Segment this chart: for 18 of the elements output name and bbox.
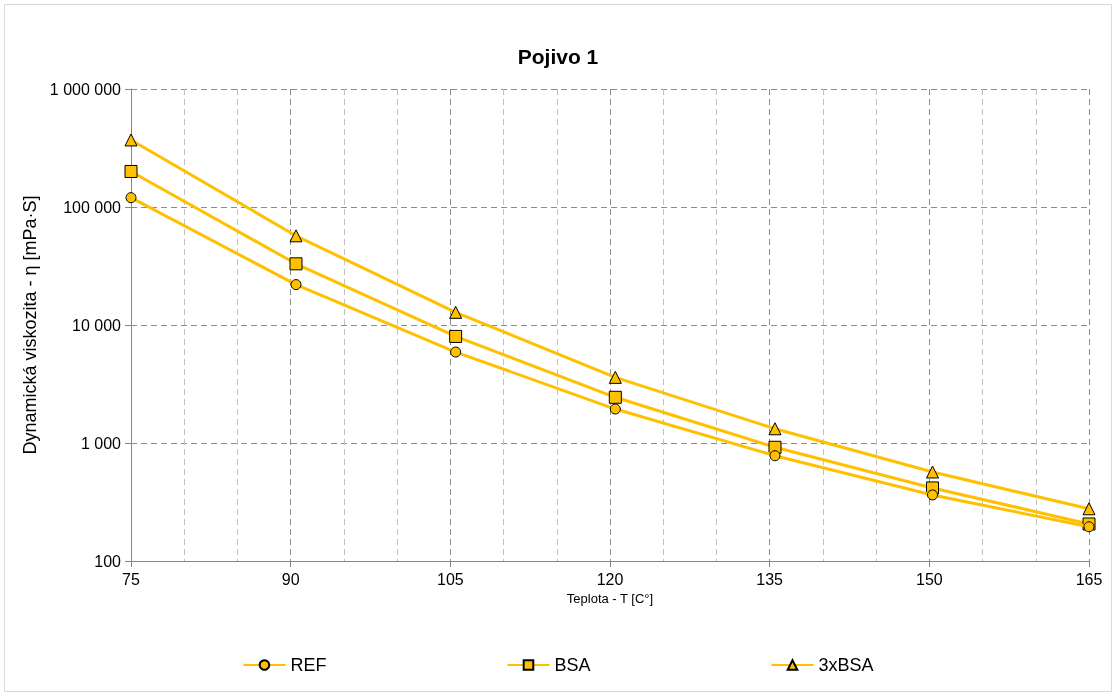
legend-label: BSA [554,655,591,675]
x-tick-label: 150 [915,570,943,588]
y-tick-label: 100 000 [63,198,122,216]
legend-label: 3xBSA [818,655,874,675]
x-tick-label: 105 [436,570,464,588]
chart-title: Pojivo 1 [517,45,599,68]
x-tick-label: 165 [1075,570,1103,588]
x-tick-label: 135 [756,570,784,588]
y-tick-label: 1 000 [80,434,122,452]
y-axis-title: Dynamická viskozita - η [mPa·S] [19,195,40,455]
y-tick-label: 1 000 000 [49,80,122,98]
x-tick-label: 75 [122,570,140,588]
legend-label: REF [290,655,327,675]
x-tick-label: 90 [281,570,300,588]
x-axis-title: Teplota - T [C°] [566,590,654,606]
y-tick-label: 100 [94,552,122,570]
y-tick-label: 10 000 [72,316,122,334]
x-tick-label: 120 [596,570,624,588]
